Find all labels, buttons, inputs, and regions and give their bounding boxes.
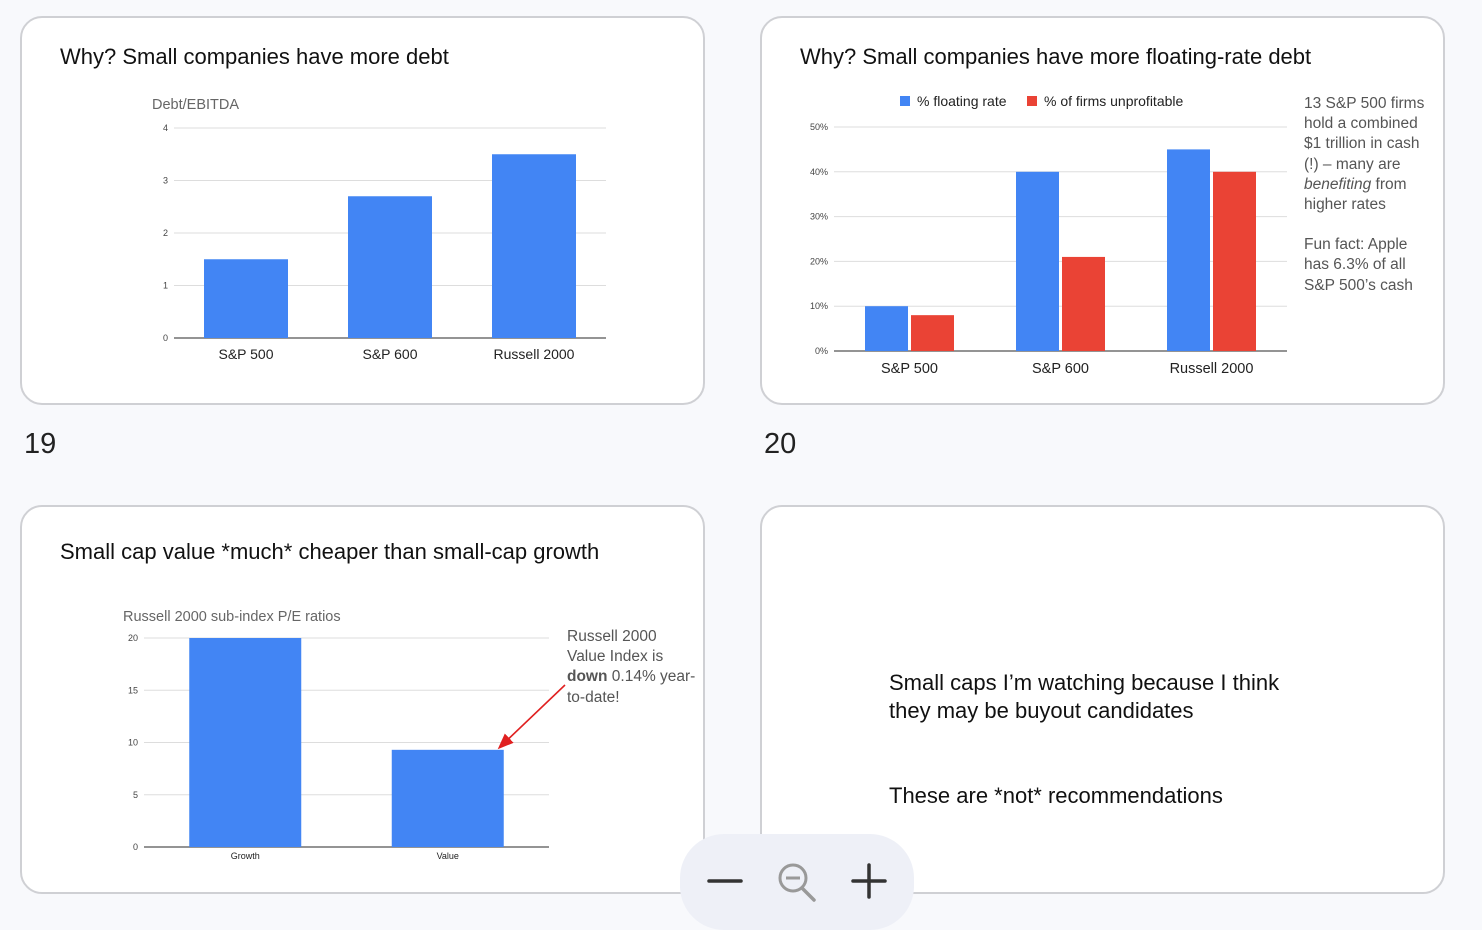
slide-number: 19 <box>24 428 57 460</box>
chart-title: Russell 2000 sub-index P/E ratios <box>123 609 341 625</box>
slide-21[interactable]: Small cap value *much* cheaper than smal… <box>20 505 705 894</box>
y-tick-label: 50% <box>810 122 828 132</box>
bar <box>865 306 908 351</box>
chart-legend: % floating rate % of firms unprofitable <box>900 93 1183 109</box>
buyout-text: Small caps I’m watching because I think … <box>889 670 1280 723</box>
slide-20[interactable]: Why? Small companies have more floating-… <box>760 16 1445 405</box>
slide-title: Why? Small companies have more floating-… <box>800 44 1312 69</box>
bar <box>204 259 288 338</box>
y-tick-label: 0 <box>163 333 168 343</box>
legend-swatch-floating <box>900 96 910 106</box>
chart-title: Debt/EBITDA <box>152 97 239 113</box>
bar <box>189 638 302 847</box>
bar <box>1062 256 1105 351</box>
legend-label-floating: % floating rate <box>917 93 1007 109</box>
value-note-suffix: 0.14% year-to-date! <box>567 668 696 706</box>
y-tick-label: 20 <box>128 633 138 643</box>
value-index-note: Russell 2000 Value Index is down 0.14% y… <box>567 627 697 708</box>
value-note-bold: down <box>567 668 608 686</box>
x-tick-label: S&P 500 <box>881 361 938 377</box>
zoom-in-button[interactable] <box>846 858 892 904</box>
y-tick-label: 0 <box>133 842 138 852</box>
zoom-controls <box>680 834 914 930</box>
y-tick-label: 5 <box>133 790 138 800</box>
slide-19[interactable]: Why? Small companies have more debt Debt… <box>20 16 705 405</box>
bar <box>492 154 576 338</box>
disclaimer-text: These are *not* recommendations <box>889 783 1223 808</box>
bar <box>348 196 432 338</box>
slide-title: Small cap value *much* cheaper than smal… <box>60 539 600 564</box>
slide-22[interactable]: Small caps I’m watching because I think … <box>760 505 1445 894</box>
y-tick-label: 1 <box>163 281 168 291</box>
y-tick-label: 40% <box>810 167 828 177</box>
slide-title: Why? Small companies have more debt <box>60 44 449 69</box>
zoom-reset-button[interactable] <box>774 858 820 904</box>
y-tick-label: 4 <box>163 123 168 133</box>
debt-ebitda-chart: Debt/EBITDA 0 1 2 3 4 S&P 500 S&P 600 Russell 2… <box>152 97 606 362</box>
bar <box>911 315 954 351</box>
x-tick-label: Growth <box>231 851 260 861</box>
apple-note: Fun fact: Apple has 6.3% of all S&P 500’… <box>1304 236 1413 294</box>
slide-number: 20 <box>764 428 797 460</box>
pe-ratio-chart: Russell 2000 sub-index P/E ratios 0 5 10 15… <box>123 609 566 861</box>
legend-swatch-unprofitable <box>1027 96 1037 106</box>
x-tick-label: Russell 2000 <box>1170 361 1254 377</box>
bar <box>391 749 504 847</box>
bar <box>1016 171 1059 351</box>
legend-label-unprofitable: % of firms unprofitable <box>1044 93 1183 109</box>
y-tick-label: 2 <box>163 228 168 238</box>
bar <box>1213 171 1256 351</box>
plus-icon <box>851 863 887 899</box>
x-tick-label: Value <box>437 851 459 861</box>
x-tick-label: Russell 2000 <box>494 346 575 362</box>
x-tick-label: S&P 500 <box>218 346 273 362</box>
x-tick-label: S&P 600 <box>1032 361 1089 377</box>
floating-rate-chart: % floating rate % of firms unprofitable … <box>810 93 1287 377</box>
y-tick-label: 15 <box>128 685 138 695</box>
cash-note: 13 S&P 500 firms hold a combined $1 tril… <box>1304 94 1432 296</box>
x-tick-label: S&P 600 <box>362 346 417 362</box>
zoom-out-button[interactable] <box>701 858 747 904</box>
cash-note-tail: from higher rates <box>1304 175 1407 214</box>
minus-icon <box>707 879 743 883</box>
magnifier-minus-icon <box>778 863 816 902</box>
cash-note-emphasis: benefiting <box>1304 175 1372 193</box>
y-tick-label: 20% <box>810 256 828 266</box>
cash-note-text: 13 S&P 500 firms hold a combined $1 tril… <box>1304 95 1425 173</box>
y-tick-label: 30% <box>810 212 828 222</box>
value-note-prefix: Russell 2000 Value Index is <box>567 628 664 666</box>
y-tick-label: 10% <box>810 301 828 311</box>
y-tick-label: 3 <box>163 176 168 186</box>
y-tick-label: 0% <box>815 346 828 356</box>
bar <box>1167 149 1210 351</box>
annotation-arrow <box>497 684 566 750</box>
y-tick-label: 10 <box>128 738 138 748</box>
